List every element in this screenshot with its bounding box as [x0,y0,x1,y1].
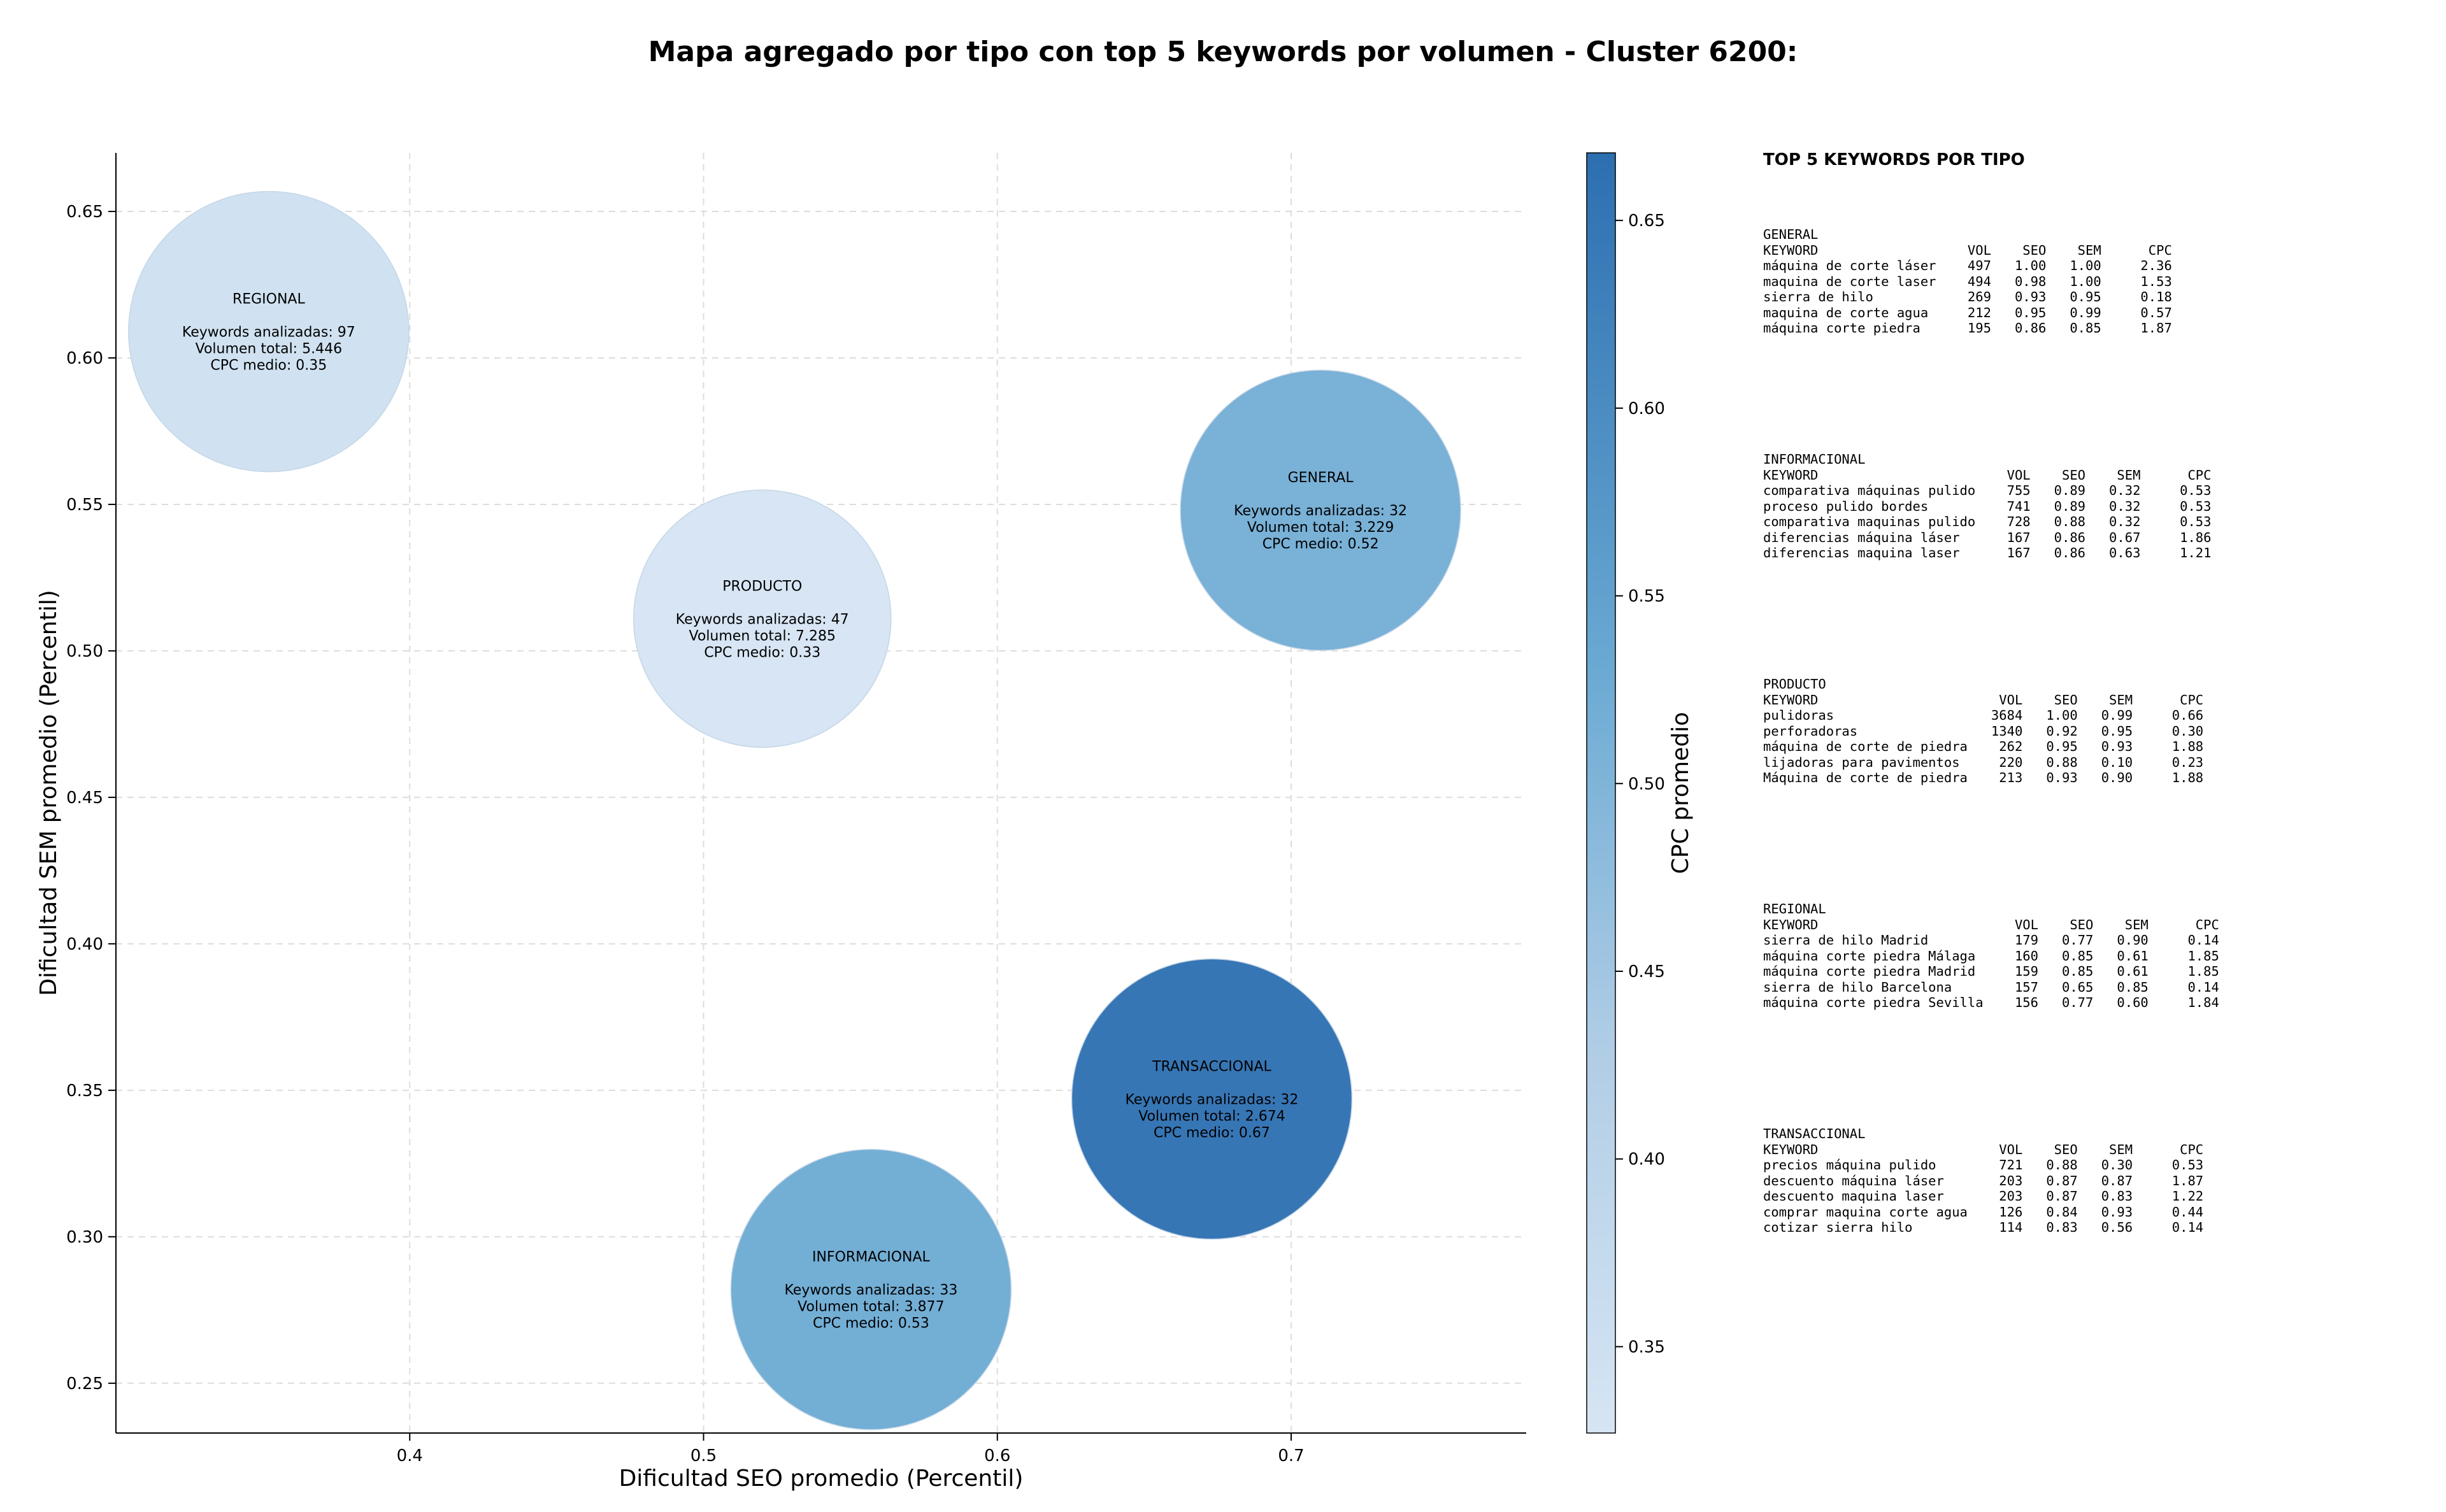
keyword-group-name: PRODUCTO [1763,676,1826,692]
bubble-label: GENERAL [1288,470,1354,486]
keyword-row: comparativa maquinas pulido 728 0.88 0.3… [1763,514,2212,529]
y-tick-label: 0.30 [66,1228,103,1247]
bubble-transaccional [1071,958,1353,1240]
bubble-label: CPC medio: 0.53 [813,1316,929,1332]
keyword-row: perforadoras 1340 0.92 0.95 0.30 [1763,723,2204,739]
keyword-row: sierra de hilo 269 0.93 0.95 0.18 [1763,289,2172,304]
colorbar-label: CPC promedio [1668,712,1694,874]
bubble-label: CPC medio: 0.67 [1154,1125,1270,1141]
bubble-label: CPC medio: 0.52 [1262,536,1379,552]
bubble-label: Keywords analizadas: 47 [676,611,849,627]
bubble-label: CPC medio: 0.35 [210,358,327,374]
y-tick-label: 0.60 [66,349,103,368]
bubble-label: Keywords analizadas: 32 [1234,503,1407,519]
colorbar-tick-label: 0.55 [1628,587,1665,606]
colorbar-tick-label: 0.60 [1628,399,1665,418]
x-tick-label: 0.4 [397,1446,423,1466]
keyword-row: sierra de hilo Barcelona 157 0.65 0.85 0… [1763,979,2219,995]
keyword-group-regional: REGIONAL KEYWORD VOL SEO SEM CPC sierra de… [1763,901,2219,1011]
keyword-row: máquina de corte de piedra 262 0.95 0.93… [1763,739,2204,754]
chart-title: Mapa agregado por tipo con top 5 keyword… [648,36,1798,68]
keyword-group-general: GENERAL KEYWORD VOL SEO SEM CPC máquina de… [1763,227,2172,336]
colorbar-tick-label: 0.35 [1628,1337,1665,1357]
bubble-general [1180,369,1461,651]
keyword-row: sierra de hilo Madrid 179 0.77 0.90 0.14 [1763,932,2219,948]
keyword-row: descuento maquina laser 203 0.87 0.83 1.… [1763,1188,2204,1204]
keyword-panel: TOP 5 KEYWORDS POR TIPO GENERAL KEYWORD V… [1763,150,2438,1235]
y-tick-label: 0.35 [66,1081,103,1101]
bubble-label: Volumen total: 3.877 [797,1299,944,1315]
x-axis-label: Dificultad SEO promedio (Percentil) [619,1466,1024,1492]
y-axis-label: Dificultad SEM promedio (Percentil) [36,590,62,996]
colorbar-tick-label: 0.45 [1628,962,1665,981]
keyword-row: diferencias maquina laser 167 0.86 0.63 … [1763,545,2212,560]
keyword-row: diferencias máquina láser 167 0.86 0.67 … [1763,529,2212,545]
keyword-group-informacional: INFORMACIONAL KEYWORD VOL SEO SEM CPC comp… [1763,452,2212,561]
keyword-row: KEYWORD VOL SEO SEM CPC [1763,916,2219,932]
keyword-group-transaccional: TRANSACCIONAL KEYWORD VOL SEO SEM CPC prec… [1763,1126,2203,1236]
keyword-panel-title: TOP 5 KEYWORDS POR TIPO [1763,150,2025,169]
keyword-row: KEYWORD VOL SEO SEM CPC [1763,1141,2204,1157]
y-tick-label: 0.40 [66,935,103,954]
bubble-label: TRANSACCIONAL [1152,1059,1271,1075]
keyword-row: KEYWORD VOL SEO SEM CPC [1763,467,2212,483]
keyword-row: maquina de corte agua 212 0.95 0.99 0.57 [1763,304,2172,320]
bubble-label: Keywords analizadas: 32 [1126,1092,1299,1108]
bubble-label: Volumen total: 2.674 [1138,1109,1285,1125]
y-tick-label: 0.50 [66,642,103,661]
bubble-label: INFORMACIONAL [812,1250,931,1266]
bubble-label: PRODUCTO [722,578,802,594]
keyword-row: cotizar sierra hilo 114 0.83 0.56 0.14 [1763,1220,2204,1235]
keyword-group-name: TRANSACCIONAL [1763,1126,1866,1141]
bubble-label: Keywords analizadas: 97 [182,325,355,341]
keyword-row: máquina corte piedra Madrid 159 0.85 0.6… [1763,964,2219,979]
y-tick-label: 0.65 [66,203,103,222]
colorbar-tick-label: 0.50 [1628,774,1665,794]
x-tick-label: 0.6 [984,1446,1010,1466]
bubble-label: Volumen total: 5.446 [196,341,342,357]
colorbar-tick-label: 0.40 [1628,1150,1665,1169]
keyword-row: proceso pulido bordes 741 0.89 0.32 0.53 [1763,498,2212,514]
y-tick-label: 0.45 [66,788,103,808]
y-tick-label: 0.55 [66,496,103,515]
bubble-informacional [730,1148,1012,1430]
keyword-row: precios máquina pulido 721 0.88 0.30 0.5… [1763,1157,2204,1173]
keyword-row: máquina corte piedra 195 0.86 0.85 1.87 [1763,320,2172,336]
bubble-label: CPC medio: 0.33 [704,645,820,660]
keyword-row: KEYWORD VOL SEO SEM CPC [1763,692,2204,708]
bubble-label: Volumen total: 7.285 [689,628,836,644]
bubble-label: Keywords analizadas: 33 [784,1283,957,1299]
colorbar: 0.35 0.40 0.45 0.50 0.55 0.60 0.65 CPC promedi… [1586,152,1694,1434]
bubble-producto [633,489,892,748]
x-tick-label: 0.7 [1278,1446,1304,1466]
keyword-row: maquina de corte laser 494 0.98 1.00 1.5… [1763,273,2172,289]
bubble-label: REGIONAL [232,292,306,308]
bubble-regional [128,190,410,473]
keyword-row: descuento máquina láser 203 0.87 0.87 1.… [1763,1173,2204,1188]
keyword-row: pulidoras 3684 1.00 0.99 0.66 [1763,708,2204,723]
keyword-row: Máquina de corte de piedra 213 0.93 0.90… [1763,770,2204,785]
keyword-group-name: GENERAL [1763,227,1819,242]
bubble-label: Volumen total: 3.229 [1247,520,1394,536]
y-axis-ticks: 0.25 0.30 0.35 0.40 0.45 0.50 0.55 0.60 0.65 [66,203,116,1394]
keyword-row: máquina corte piedra Sevilla 156 0.77 0.… [1763,995,2219,1010]
keyword-group-name: INFORMACIONAL [1763,452,1866,467]
y-tick-label: 0.25 [66,1374,103,1394]
keyword-row: máquina corte piedra Málaga 160 0.85 0.6… [1763,948,2219,964]
keyword-row: comprar maquina corte agua 126 0.84 0.93… [1763,1204,2204,1220]
colorbar-ticks: 0.35 0.40 0.45 0.50 0.55 0.60 0.65 [1615,211,1665,1357]
keyword-row: lijadoras para pavimentos 220 0.88 0.10 … [1763,754,2204,770]
keyword-row: máquina de corte láser 497 1.00 1.00 2.3… [1763,258,2172,273]
keyword-row: KEYWORD VOL SEO SEM CPC [1763,242,2172,258]
x-axis-ticks: 0.4 0.5 0.6 0.7 [397,1433,1305,1466]
colorbar-tick-label: 0.65 [1628,211,1665,231]
keyword-group-producto: PRODUCTO KEYWORD VOL SEO SEM CPC pulidoras… [1763,676,2203,786]
x-tick-label: 0.5 [690,1446,717,1466]
keyword-row: comparativa máquinas pulido 755 0.89 0.3… [1763,483,2212,498]
colorbar-gradient [1586,152,1616,1434]
keyword-group-name: REGIONAL [1763,901,1826,916]
